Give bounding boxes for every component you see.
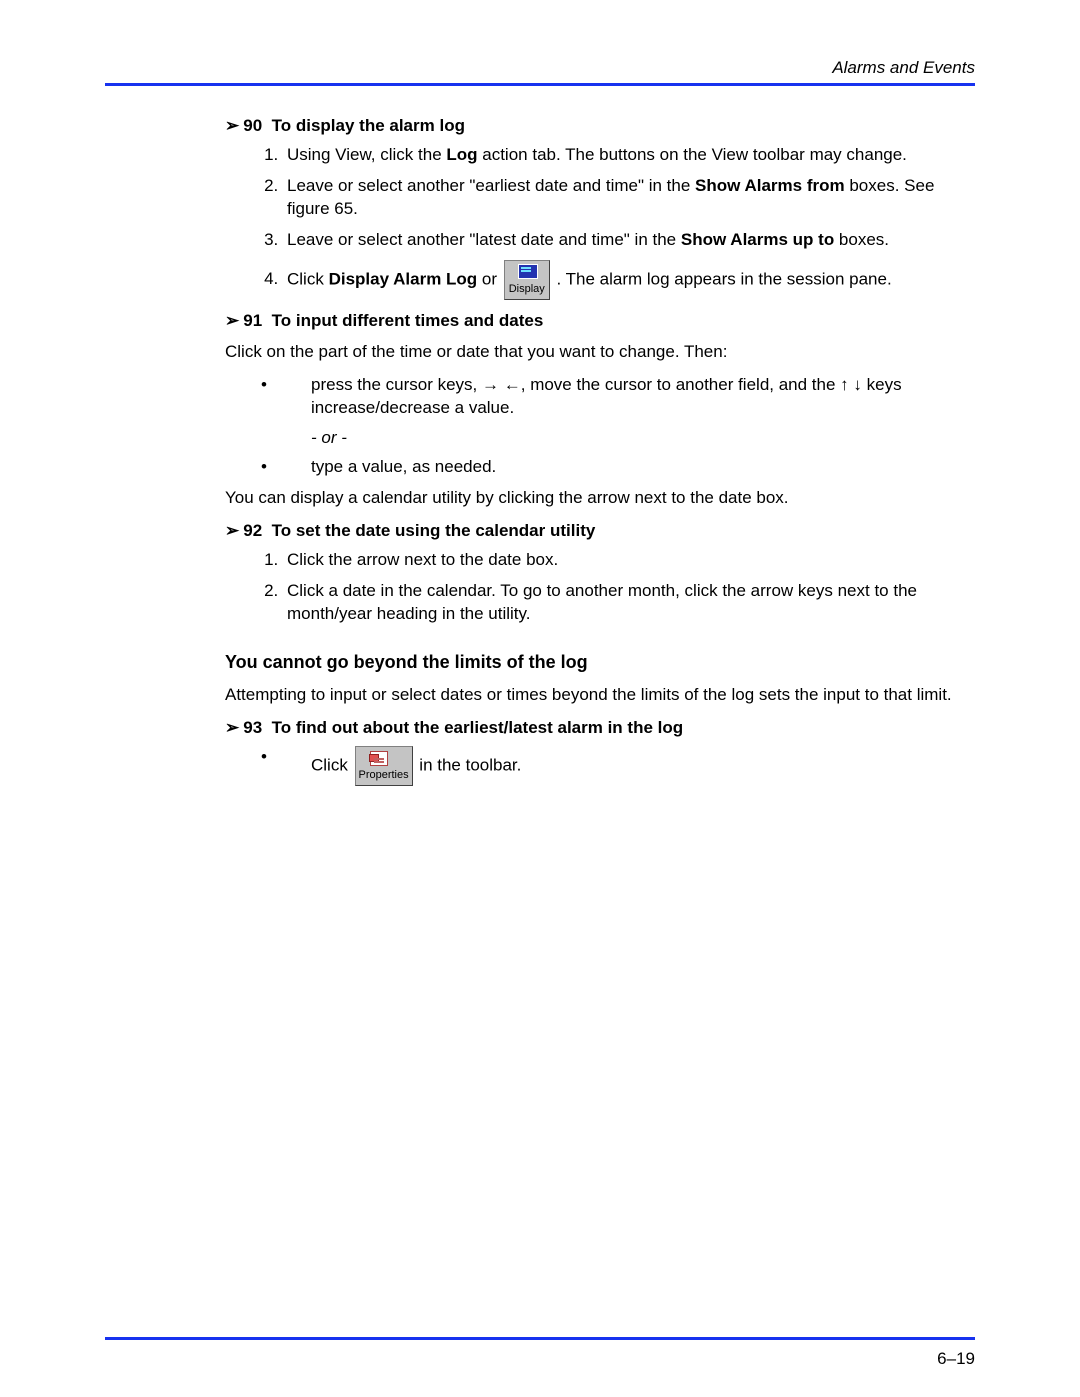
proc-num: 92 — [243, 521, 262, 540]
text: type a value, as needed. — [311, 457, 496, 476]
button-caption: Display — [505, 282, 549, 297]
chevron-icon: ➢ — [225, 718, 239, 737]
text: or — [477, 269, 502, 288]
or-separator: - or - — [225, 427, 975, 450]
top-rule — [105, 83, 975, 86]
running-title: Alarms and Events — [832, 58, 975, 78]
text: press the cursor keys, — [311, 375, 482, 394]
procedure-heading-91: ➢91 To input different times and dates — [225, 310, 975, 333]
page-number: 6–19 — [937, 1349, 975, 1369]
procedure-heading-92: ➢92 To set the date using the calendar u… — [225, 520, 975, 543]
bullet-item: press the cursor keys, → ←, move the cur… — [225, 374, 975, 420]
procedure-heading-90: ➢90 To display the alarm log — [225, 115, 975, 138]
text: action tab. The buttons on the View tool… — [478, 145, 907, 164]
page-content: ➢90 To display the alarm log Using View,… — [225, 105, 975, 794]
proc-title: To set the date using the calendar utili… — [272, 521, 596, 540]
text: . The alarm log appears in the session p… — [557, 269, 892, 288]
text: boxes. — [834, 230, 889, 249]
procedure-91-bullets: press the cursor keys, → ←, move the cur… — [225, 374, 975, 420]
section-para: Attempting to input or select dates or t… — [225, 684, 975, 707]
text: Click a date in the calendar. To go to a… — [287, 581, 917, 623]
proc-num: 91 — [243, 311, 262, 330]
procedure-91-bullets-2: type a value, as needed. — [225, 456, 975, 479]
chevron-icon: ➢ — [225, 521, 239, 540]
bottom-rule — [105, 1337, 975, 1340]
text: Using View, click the — [287, 145, 446, 164]
text: Leave or select another "latest date and… — [287, 230, 681, 249]
button-caption: Properties — [356, 768, 412, 783]
text: Click — [287, 269, 329, 288]
bold-term: Display Alarm Log — [329, 269, 478, 288]
text: Click the arrow next to the date box. — [287, 550, 558, 569]
manual-page: Alarms and Events ➢90 To display the ala… — [0, 0, 1080, 1397]
step: Click Display Alarm Log or Display . The… — [283, 260, 975, 300]
text: in the toolbar. — [419, 756, 521, 775]
step: Click the arrow next to the date box. — [283, 549, 975, 572]
proc-title: To display the alarm log — [272, 116, 465, 135]
monitor-icon — [518, 264, 538, 279]
text: , move the cursor to another field, and … — [521, 375, 840, 394]
text: Leave or select another "earliest date a… — [287, 176, 695, 195]
text: Click — [311, 756, 353, 775]
document-icon — [370, 751, 388, 766]
bullet-item: type a value, as needed. — [225, 456, 975, 479]
procedure-heading-93: ➢93 To find out about the earliest/lates… — [225, 717, 975, 740]
section-heading: You cannot go beyond the limits of the l… — [225, 650, 975, 674]
chevron-icon: ➢ — [225, 311, 239, 330]
chevron-icon: ➢ — [225, 116, 239, 135]
bold-term: Log — [446, 145, 477, 164]
proc-91-intro: Click on the part of the time or date th… — [225, 341, 975, 364]
bullet-item: Click Properties in the toolbar. — [225, 746, 975, 786]
step: Using View, click the Log action tab. Th… — [283, 144, 975, 167]
procedure-90-steps: Using View, click the Log action tab. Th… — [225, 144, 975, 300]
up-arrow-icon: ↑ — [840, 375, 849, 394]
procedure-93-bullets: Click Properties in the toolbar. — [225, 746, 975, 786]
down-arrow-icon: ↓ — [853, 375, 862, 394]
bold-term: Show Alarms from — [695, 176, 845, 195]
procedure-92-steps: Click the arrow next to the date box. Cl… — [225, 549, 975, 626]
proc-title: To input different times and dates — [272, 311, 544, 330]
step: Click a date in the calendar. To go to a… — [283, 580, 975, 626]
bold-term: Show Alarms up to — [681, 230, 834, 249]
proc-num: 90 — [243, 116, 262, 135]
proc-num: 93 — [243, 718, 262, 737]
left-arrow-icon: ← — [504, 375, 521, 394]
step: Leave or select another "latest date and… — [283, 229, 975, 252]
properties-button-icon[interactable]: Properties — [355, 746, 413, 786]
proc-title: To find out about the earliest/latest al… — [272, 718, 684, 737]
display-button-icon[interactable]: Display — [504, 260, 550, 300]
step: Leave or select another "earliest date a… — [283, 175, 975, 221]
right-arrow-icon: → — [482, 375, 499, 394]
proc-91-outro: You can display a calendar utility by cl… — [225, 487, 975, 510]
